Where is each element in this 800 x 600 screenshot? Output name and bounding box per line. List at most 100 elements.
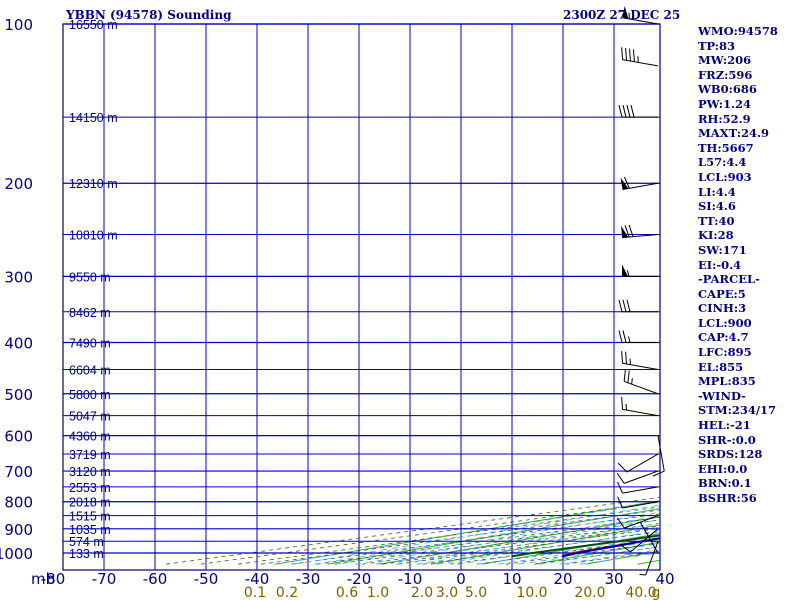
temperature-tick-label: 20 <box>553 570 572 588</box>
wind-barb-flag <box>623 369 626 382</box>
index-item: TH:5667 <box>698 140 754 155</box>
index-item: SI:4.6 <box>698 199 736 214</box>
index-item: TT:40 <box>698 213 735 228</box>
height-label: 16550 m <box>69 18 118 32</box>
index-item: TP:83 <box>698 38 736 53</box>
temperature-tick-label: 40 <box>655 570 674 588</box>
mixing-ratio-label: 5.0 <box>465 585 487 600</box>
index-item: -PARCEL- <box>698 272 760 287</box>
moist-adiabats <box>273 501 660 565</box>
wind-barb <box>621 224 659 239</box>
index-item: HEL:-21 <box>698 418 751 433</box>
temperature-tick-label: -50 <box>194 570 219 588</box>
wind-barb <box>622 5 659 25</box>
wind-barb-halfflag <box>628 336 631 343</box>
wind-barb <box>620 528 659 553</box>
height-label: 1035 m <box>69 523 111 537</box>
wind-barb-flag <box>629 48 631 62</box>
index-item: CAPE:5 <box>698 286 746 301</box>
stability-indices-panel: WMO:94578 TP:83 MW:206 FRZ:596 WB0:686 PW:1.2… <box>698 24 778 506</box>
wind-barb-staff <box>622 182 659 190</box>
wind-barb-staff <box>630 528 659 553</box>
temperature-tick-label: 0 <box>456 570 466 588</box>
wind-barb <box>639 521 659 554</box>
index-item: CINH:3 <box>698 301 747 316</box>
height-label: 10810 m <box>69 229 118 243</box>
wind-barb <box>622 264 658 277</box>
index-item: FRZ:596 <box>698 67 753 82</box>
index-item: STM:234/17 <box>698 403 777 418</box>
index-item: BRN:0.1 <box>698 476 752 491</box>
wind-barb-flag <box>618 330 623 343</box>
index-item: BSHR:56 <box>698 491 757 505</box>
pressure-tick-label: 900 <box>4 521 33 539</box>
wind-barb-staff <box>639 521 659 554</box>
pressure-tick-label: 100 <box>4 16 33 34</box>
temperature-tick-label: -60 <box>143 570 168 588</box>
height-label: 3719 m <box>69 448 111 462</box>
wind-barb-flag <box>622 105 627 118</box>
wind-barb <box>639 541 659 576</box>
mixing-ratio-label: 1.0 <box>367 585 389 600</box>
wind-barb-flag <box>616 472 625 484</box>
wind-barb-staff <box>657 435 665 472</box>
index-item: SW:171 <box>698 242 747 257</box>
pressure-tick-label: 1000 <box>0 545 33 563</box>
wind-barb <box>617 496 659 509</box>
dry-adiabat <box>793 46 800 564</box>
mixing-ratio-label: 0.6 <box>336 585 358 600</box>
moist-adiabat <box>355 515 660 565</box>
wind-barb-flag <box>626 105 631 118</box>
moist-adiabat <box>294 504 660 565</box>
temperature-tick-label: -70 <box>92 570 117 588</box>
index-item: WMO:94578 <box>698 24 778 38</box>
isotherms <box>103 24 615 570</box>
wind-barb-flag <box>622 330 627 343</box>
pressure-tick-label: 200 <box>4 175 33 193</box>
plot-frame <box>62 23 661 571</box>
wind-barb-pennant <box>622 5 629 19</box>
wind-barb-pennant <box>622 264 628 277</box>
wind-barb-flag <box>618 299 623 312</box>
dry-adiabats <box>275 46 800 565</box>
wind-barb <box>616 470 659 484</box>
mixing-ratio-label: 3.0 <box>436 585 458 600</box>
wind-barb-staff <box>622 59 659 67</box>
dry-adiabat <box>327 508 660 565</box>
wind-barb <box>616 515 659 529</box>
wind-barb-flag <box>628 224 634 237</box>
mixing-ratio-label: 2.0 <box>411 585 433 600</box>
height-label: 133 m <box>69 547 104 561</box>
pressure-tick-label: 500 <box>4 386 33 404</box>
mixing-ratio-line <box>382 525 660 565</box>
wind-barb-pennant <box>621 225 629 238</box>
height-label: 9550 m <box>69 270 111 284</box>
wind-barb <box>618 299 658 313</box>
wind-barb <box>621 397 659 417</box>
wind-barb-halfflag <box>639 573 646 576</box>
index-item: EHI:0.0 <box>698 461 748 476</box>
height-label: 1515 m <box>69 510 111 524</box>
wind-barb-staff <box>622 501 659 509</box>
height-label: 3120 m <box>69 465 111 479</box>
height-label: 2553 m <box>69 481 111 495</box>
temperature-tick-label: 30 <box>604 570 623 588</box>
index-item: RH:52.9 <box>698 111 751 126</box>
pressure-tick-label: 400 <box>4 334 33 352</box>
wind-barb-flag <box>632 49 635 62</box>
index-item: KI:28 <box>698 228 734 243</box>
mixing-ratio-line <box>362 523 660 565</box>
dry-adiabat <box>275 500 660 565</box>
height-label: 574 m <box>69 535 104 549</box>
dry-adiabat <box>379 516 660 565</box>
wind-barbs <box>616 5 665 576</box>
wind-barb-flag <box>617 481 624 494</box>
wind-barb <box>618 330 658 343</box>
index-item: -WIND- <box>698 388 746 403</box>
wind-barb <box>620 176 659 190</box>
wind-barb-staff <box>622 486 659 494</box>
mixing-ratio-label: 0.1 <box>244 585 266 600</box>
wind-barb-halfflag <box>631 377 633 385</box>
plot-background <box>62 23 661 571</box>
